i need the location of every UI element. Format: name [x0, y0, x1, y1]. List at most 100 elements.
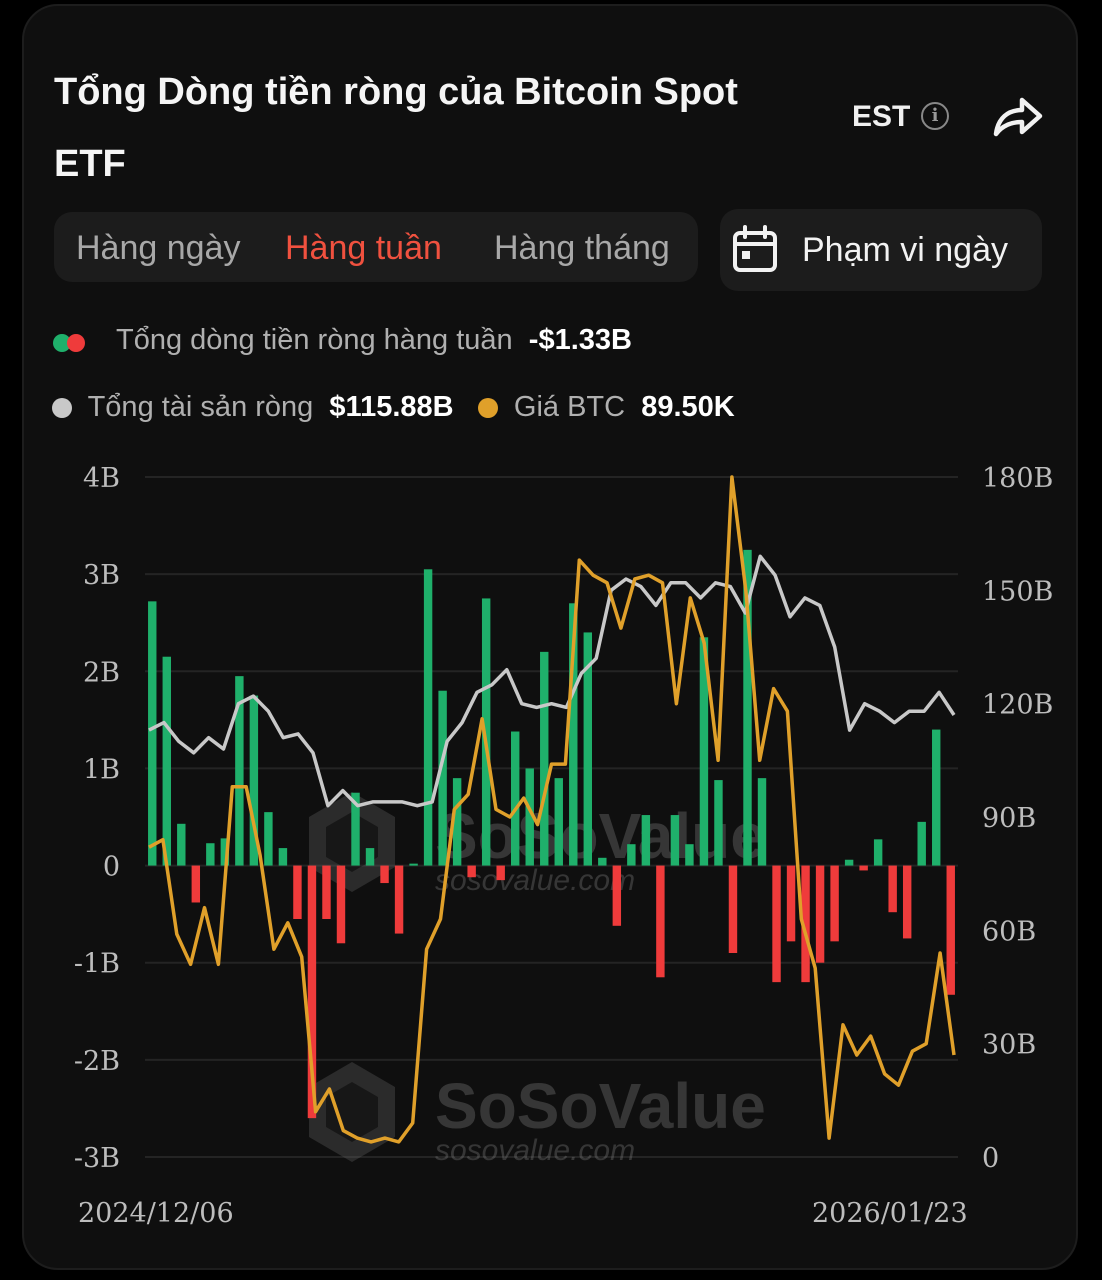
- legend-net-flow-label: Tổng dòng tiền ròng hàng tuần: [116, 324, 513, 356]
- right-tick-label: 0: [982, 1143, 999, 1174]
- watermark: SoSoValue sosovalue.com SoSoValue sosova…: [309, 792, 766, 1167]
- net-flow-bar: [685, 844, 694, 866]
- net-flow-bar: [351, 792, 360, 866]
- net-flow-bar: [627, 844, 636, 866]
- net-flow-bar: [830, 865, 839, 942]
- net-flow-bar: [714, 780, 723, 866]
- left-tick-label: -3B: [74, 1143, 120, 1174]
- btc-price-dot-icon: [477, 398, 498, 419]
- watermark-brand: SoSoValue: [435, 1070, 766, 1142]
- period-tabs: Hàng ngày Hàng tuần Hàng tháng: [54, 212, 698, 282]
- net-flow-bar: [394, 865, 404, 934]
- net-flow-bar: [743, 549, 752, 866]
- net-flow-bar: [932, 729, 941, 866]
- net-flow-bar: [815, 865, 825, 963]
- net-flow-bar: [699, 637, 709, 866]
- net-flow-bar: [917, 821, 926, 866]
- legend-net-assets-label: Tổng tài sản ròng: [87, 391, 314, 423]
- timezone-label[interactable]: EST: [852, 100, 911, 133]
- net-flow-bar: [496, 865, 505, 881]
- legend-btc-price-label: Giá BTC: [513, 391, 626, 423]
- net-assets-dot-icon: [52, 398, 72, 419]
- right-tick-label: 180B: [982, 463, 1053, 494]
- net-flow-bar: [525, 768, 534, 866]
- net-flow-bar: [510, 731, 520, 866]
- net-flow-bar: [801, 865, 810, 983]
- right-tick-label: 30B: [982, 1030, 1036, 1061]
- net-flow-bar: [772, 865, 781, 983]
- left-tick-label: 0: [103, 852, 120, 883]
- legend-assets-price: Tổng tài sản ròng $115.88B Giá BTC 89.50…: [52, 391, 735, 424]
- net-flow-bar: [220, 838, 230, 866]
- net-flow-bar: [670, 815, 680, 866]
- net-flow-bar: [757, 778, 767, 866]
- net-flow-bar: [148, 601, 157, 866]
- tab-weekly[interactable]: Hàng tuần: [285, 229, 442, 267]
- net-flow-bar: [873, 839, 883, 866]
- watermark-url: sosovalue.com: [435, 1134, 635, 1167]
- x-start-label: 2024/12/06: [78, 1198, 234, 1229]
- tab-daily[interactable]: Hàng ngày: [76, 229, 241, 267]
- left-tick-label: 3B: [83, 560, 120, 591]
- net-flow-bar: [438, 690, 447, 866]
- net-flow-bar: [191, 865, 201, 903]
- date-range-button[interactable]: Phạm vi ngày: [720, 209, 1042, 291]
- net-flow-bar: [844, 859, 854, 866]
- share-icon[interactable]: [990, 94, 1044, 140]
- left-tick-label: 1B: [83, 754, 120, 785]
- net-flow-bar: [249, 695, 259, 866]
- info-icon[interactable]: i: [921, 102, 949, 130]
- right-tick-label: 120B: [982, 690, 1053, 721]
- legend-btc-price-value: 89.50K: [641, 391, 735, 423]
- series-lines: [148, 475, 956, 1144]
- net-flow-bar: [859, 865, 868, 871]
- left-tick-label: -2B: [74, 1046, 120, 1077]
- date-range-label: Phạm vi ngày: [802, 231, 1008, 269]
- net-flow-bar: [540, 651, 549, 866]
- net-flow-bar: [467, 865, 476, 878]
- net-flow-bar: [307, 865, 317, 1119]
- net-flow-bar: [423, 569, 433, 866]
- net-flow-bar: [888, 865, 897, 913]
- calendar-icon: [733, 225, 777, 272]
- net-flow-bar: [293, 865, 302, 919]
- net-flow-bar: [336, 865, 346, 944]
- left-axis: 4B 3B 2B 1B 0 -1B -2B -3B: [74, 463, 120, 1174]
- net-assets-line: [148, 554, 956, 808]
- tab-monthly[interactable]: Hàng tháng: [494, 229, 670, 267]
- page-title: Tổng Dòng tiền ròng của Bitcoin Spot ETF: [54, 71, 738, 185]
- net-flow-bar: [554, 778, 563, 866]
- net-flow-bar: [946, 865, 955, 995]
- watermark-url: sosovalue.com: [435, 864, 635, 897]
- net-flow-bar: [583, 632, 593, 866]
- net-flow-bar: [206, 843, 215, 866]
- legend-net-flow-value: -$1.33B: [528, 324, 632, 356]
- net-flow-bar: [278, 848, 288, 866]
- net-flow-bar: [322, 865, 331, 919]
- net-flow-bar: [656, 865, 665, 978]
- dual-color-dot-icon: [53, 334, 85, 352]
- legend-net-flow: Tổng dòng tiền ròng hàng tuần -$1.33B: [116, 324, 632, 357]
- net-flow-bar: [612, 865, 622, 926]
- x-end-label: 2026/01/23: [812, 1198, 968, 1229]
- right-tick-label: 90B: [982, 803, 1036, 834]
- net-flow-bar: [162, 656, 171, 866]
- right-axis: 180B 150B 120B 90B 60B 30B 0: [982, 463, 1053, 1174]
- net-flow-bar: [728, 865, 738, 953]
- net-flow-bar: [235, 676, 244, 866]
- right-tick-label: 150B: [982, 576, 1053, 607]
- net-flow-bar: [264, 812, 273, 866]
- net-flow-bar: [481, 598, 491, 866]
- right-tick-label: 60B: [982, 916, 1036, 947]
- net-flow-bars: [148, 549, 955, 1119]
- left-tick-label: -1B: [74, 949, 120, 980]
- net-flow-bar: [641, 815, 651, 866]
- net-flow-bar: [902, 865, 912, 939]
- net-flow-bar: [409, 863, 418, 866]
- net-flow-bar: [598, 857, 607, 866]
- left-tick-label: 2B: [83, 657, 120, 688]
- left-tick-label: 4B: [83, 463, 120, 494]
- net-flow-bar: [365, 848, 375, 866]
- legend-net-assets-value: $115.88B: [329, 391, 454, 423]
